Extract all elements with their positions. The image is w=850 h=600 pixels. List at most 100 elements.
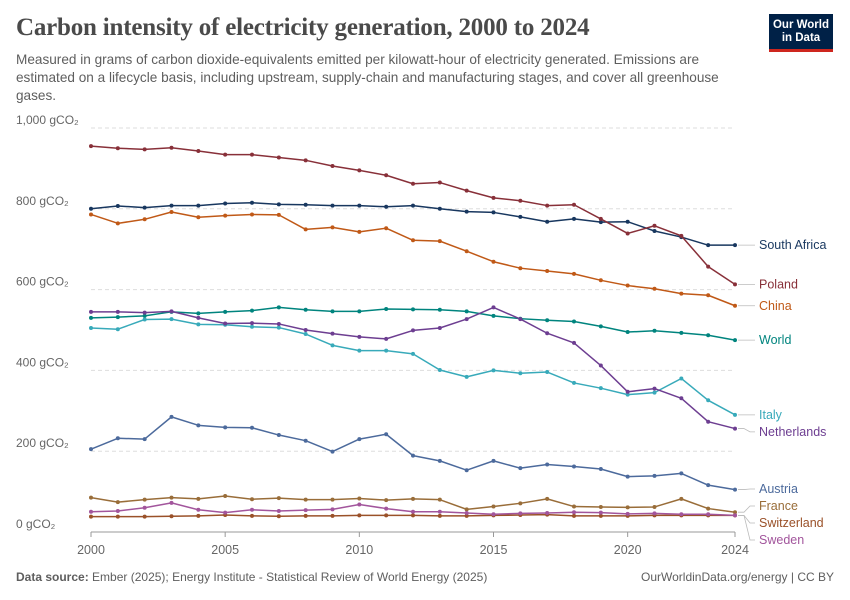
data-point[interactable]	[303, 508, 308, 513]
data-point[interactable]	[115, 514, 120, 519]
data-point[interactable]	[706, 333, 711, 338]
data-point[interactable]	[464, 513, 469, 518]
data-point[interactable]	[572, 319, 576, 324]
data-point[interactable]	[733, 513, 737, 518]
data-point[interactable]	[250, 152, 254, 157]
data-point[interactable]	[437, 206, 442, 211]
data-point[interactable]	[250, 321, 254, 326]
data-point[interactable]	[89, 509, 93, 514]
data-point[interactable]	[491, 504, 496, 509]
data-point[interactable]	[652, 390, 657, 395]
data-point[interactable]	[303, 227, 308, 232]
data-point[interactable]	[115, 203, 120, 208]
data-point[interactable]	[223, 201, 228, 206]
data-point[interactable]	[250, 324, 254, 329]
data-point[interactable]	[572, 504, 576, 509]
data-point[interactable]	[384, 432, 389, 437]
data-point[interactable]	[142, 205, 147, 210]
series-south-africa[interactable]	[89, 200, 737, 248]
data-point[interactable]	[625, 389, 630, 394]
data-point[interactable]	[115, 436, 120, 441]
data-point[interactable]	[598, 278, 603, 283]
data-point[interactable]	[733, 303, 737, 308]
data-point[interactable]	[411, 453, 415, 458]
data-point[interactable]	[598, 513, 603, 518]
data-point[interactable]	[464, 374, 469, 379]
data-point[interactable]	[706, 483, 711, 488]
data-point[interactable]	[357, 502, 362, 507]
data-point[interactable]	[679, 330, 684, 335]
data-point[interactable]	[706, 293, 711, 298]
data-point[interactable]	[652, 504, 657, 509]
data-point[interactable]	[142, 313, 147, 318]
data-point[interactable]	[437, 458, 442, 463]
data-point[interactable]	[89, 309, 93, 314]
data-point[interactable]	[572, 380, 576, 385]
data-source-text[interactable]: Ember (2025); Energy Institute - Statist…	[92, 570, 488, 584]
data-point[interactable]	[437, 513, 442, 518]
data-point[interactable]	[679, 496, 684, 501]
series-china[interactable]	[89, 210, 737, 308]
data-point[interactable]	[330, 513, 335, 518]
data-point[interactable]	[545, 511, 550, 516]
data-point[interactable]	[89, 144, 93, 149]
data-point[interactable]	[411, 496, 415, 501]
data-point[interactable]	[89, 514, 93, 519]
series-austria[interactable]	[89, 414, 737, 492]
data-point[interactable]	[115, 309, 120, 314]
series-line-italy[interactable]	[90, 318, 736, 416]
data-point[interactable]	[437, 180, 442, 185]
data-point[interactable]	[384, 204, 389, 209]
data-point[interactable]	[223, 213, 228, 218]
data-point[interactable]	[330, 203, 335, 208]
data-point[interactable]	[518, 198, 523, 203]
data-point[interactable]	[491, 259, 496, 264]
data-point[interactable]	[437, 497, 442, 502]
data-point[interactable]	[518, 214, 523, 219]
data-point[interactable]	[411, 509, 415, 514]
data-point[interactable]	[572, 510, 576, 515]
data-point[interactable]	[411, 238, 415, 243]
data-point[interactable]	[169, 414, 174, 419]
data-point[interactable]	[518, 511, 523, 516]
data-point[interactable]	[169, 500, 174, 505]
data-point[interactable]	[572, 216, 576, 221]
data-point[interactable]	[276, 202, 281, 207]
data-point[interactable]	[572, 202, 576, 207]
data-point[interactable]	[250, 507, 254, 512]
data-point[interactable]	[545, 370, 550, 375]
data-point[interactable]	[464, 507, 469, 512]
data-point[interactable]	[411, 351, 415, 356]
data-point[interactable]	[196, 496, 201, 501]
data-point[interactable]	[706, 264, 711, 269]
data-point[interactable]	[625, 474, 630, 479]
series-label-poland[interactable]: Poland	[759, 277, 798, 291]
data-point[interactable]	[679, 512, 684, 517]
data-point[interactable]	[733, 412, 737, 417]
data-point[interactable]	[652, 386, 657, 391]
data-point[interactable]	[223, 510, 228, 515]
data-point[interactable]	[384, 226, 389, 231]
data-point[interactable]	[142, 437, 147, 442]
series-world[interactable]	[89, 305, 737, 343]
data-point[interactable]	[250, 212, 254, 217]
data-point[interactable]	[572, 271, 576, 276]
data-point[interactable]	[652, 511, 657, 516]
data-point[interactable]	[276, 305, 281, 310]
data-point[interactable]	[196, 215, 201, 220]
series-line-world[interactable]	[90, 306, 736, 341]
data-point[interactable]	[545, 462, 550, 467]
data-point[interactable]	[223, 309, 228, 314]
data-point[interactable]	[572, 513, 576, 518]
series-italy[interactable]	[89, 317, 737, 417]
data-point[interactable]	[652, 286, 657, 291]
data-point[interactable]	[598, 466, 603, 471]
data-point[interactable]	[733, 338, 737, 343]
data-point[interactable]	[115, 221, 120, 226]
data-point[interactable]	[142, 147, 147, 152]
data-point[interactable]	[196, 315, 201, 320]
data-point[interactable]	[196, 322, 201, 327]
data-point[interactable]	[169, 495, 174, 500]
series-label-world[interactable]: World	[759, 333, 791, 347]
data-point[interactable]	[491, 512, 496, 517]
